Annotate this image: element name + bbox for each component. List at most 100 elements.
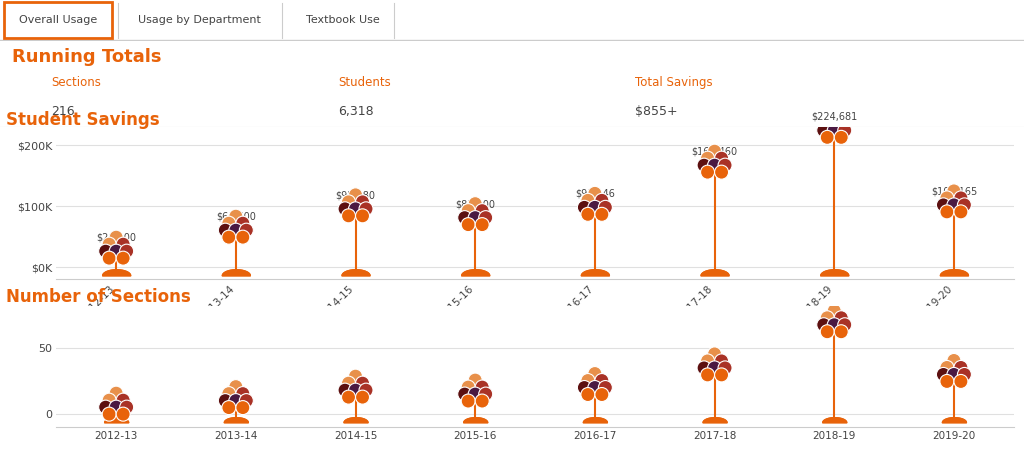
- Ellipse shape: [98, 400, 113, 414]
- Ellipse shape: [240, 223, 253, 237]
- Ellipse shape: [708, 144, 722, 158]
- Ellipse shape: [110, 400, 123, 414]
- Ellipse shape: [342, 209, 355, 223]
- Ellipse shape: [936, 198, 950, 212]
- Ellipse shape: [461, 217, 475, 232]
- Ellipse shape: [947, 367, 961, 381]
- Ellipse shape: [827, 304, 842, 318]
- Ellipse shape: [116, 393, 130, 407]
- Text: $26,100: $26,100: [96, 232, 136, 242]
- Text: $224,681: $224,681: [811, 112, 857, 122]
- Ellipse shape: [120, 244, 134, 258]
- Ellipse shape: [110, 386, 123, 400]
- Ellipse shape: [598, 200, 612, 214]
- Ellipse shape: [342, 376, 355, 390]
- Ellipse shape: [236, 230, 250, 244]
- Text: Textbook Use: Textbook Use: [306, 15, 380, 25]
- Ellipse shape: [342, 390, 355, 404]
- Ellipse shape: [348, 202, 362, 216]
- Text: $95,680: $95,680: [336, 190, 376, 200]
- Ellipse shape: [581, 374, 595, 388]
- Ellipse shape: [461, 380, 475, 394]
- Ellipse shape: [355, 390, 370, 404]
- Ellipse shape: [947, 184, 961, 198]
- Ellipse shape: [228, 394, 243, 408]
- Ellipse shape: [595, 207, 609, 222]
- Ellipse shape: [338, 202, 352, 216]
- Ellipse shape: [835, 116, 848, 130]
- Text: 6,318: 6,318: [338, 105, 374, 118]
- Ellipse shape: [240, 394, 253, 408]
- Ellipse shape: [718, 158, 732, 172]
- Ellipse shape: [102, 237, 116, 251]
- Text: $855+: $855+: [635, 105, 678, 118]
- Ellipse shape: [940, 191, 954, 205]
- Ellipse shape: [236, 400, 250, 415]
- Ellipse shape: [700, 354, 715, 368]
- Ellipse shape: [820, 130, 835, 144]
- Ellipse shape: [461, 204, 475, 217]
- Ellipse shape: [222, 387, 236, 400]
- Ellipse shape: [595, 193, 609, 207]
- Ellipse shape: [458, 387, 472, 401]
- Text: $98,146: $98,146: [574, 189, 614, 199]
- Ellipse shape: [957, 198, 972, 212]
- Text: $167,460: $167,460: [691, 147, 737, 157]
- Ellipse shape: [468, 211, 482, 225]
- Ellipse shape: [940, 205, 954, 219]
- Ellipse shape: [222, 230, 236, 244]
- Ellipse shape: [838, 318, 852, 332]
- FancyBboxPatch shape: [4, 2, 112, 38]
- Ellipse shape: [700, 368, 715, 382]
- Ellipse shape: [102, 251, 116, 265]
- Ellipse shape: [954, 375, 968, 389]
- Ellipse shape: [947, 354, 961, 367]
- Ellipse shape: [116, 237, 130, 251]
- Ellipse shape: [715, 354, 728, 368]
- Ellipse shape: [947, 198, 961, 212]
- Ellipse shape: [116, 251, 130, 265]
- Ellipse shape: [355, 376, 370, 390]
- Ellipse shape: [598, 380, 612, 395]
- Ellipse shape: [954, 205, 968, 219]
- Text: $81,200: $81,200: [456, 199, 496, 209]
- Ellipse shape: [700, 151, 715, 165]
- Ellipse shape: [835, 311, 848, 325]
- Ellipse shape: [595, 374, 609, 388]
- Ellipse shape: [348, 369, 362, 383]
- Ellipse shape: [578, 200, 592, 214]
- Ellipse shape: [936, 367, 950, 381]
- Text: $102,165: $102,165: [931, 187, 977, 197]
- Ellipse shape: [218, 394, 232, 408]
- Ellipse shape: [102, 393, 116, 407]
- Ellipse shape: [708, 158, 722, 172]
- Ellipse shape: [595, 388, 609, 401]
- Ellipse shape: [468, 197, 482, 211]
- Ellipse shape: [835, 325, 848, 339]
- Ellipse shape: [236, 216, 250, 230]
- Ellipse shape: [478, 211, 493, 225]
- Ellipse shape: [120, 400, 134, 414]
- Ellipse shape: [817, 123, 830, 138]
- Ellipse shape: [359, 202, 373, 216]
- Ellipse shape: [355, 195, 370, 209]
- Ellipse shape: [222, 216, 236, 230]
- Text: Overall Usage: Overall Usage: [18, 15, 97, 25]
- Ellipse shape: [817, 318, 830, 332]
- Ellipse shape: [458, 211, 472, 225]
- Ellipse shape: [236, 387, 250, 400]
- Text: 5: 5: [113, 392, 120, 402]
- Ellipse shape: [715, 151, 728, 165]
- Ellipse shape: [110, 244, 123, 258]
- Ellipse shape: [461, 394, 475, 408]
- Ellipse shape: [700, 165, 715, 179]
- Ellipse shape: [820, 325, 835, 339]
- Ellipse shape: [827, 109, 842, 123]
- Text: 68: 68: [827, 310, 841, 320]
- Ellipse shape: [98, 244, 113, 258]
- Ellipse shape: [359, 383, 373, 397]
- Ellipse shape: [940, 375, 954, 389]
- Ellipse shape: [475, 217, 489, 232]
- Ellipse shape: [228, 209, 243, 223]
- Ellipse shape: [708, 347, 722, 361]
